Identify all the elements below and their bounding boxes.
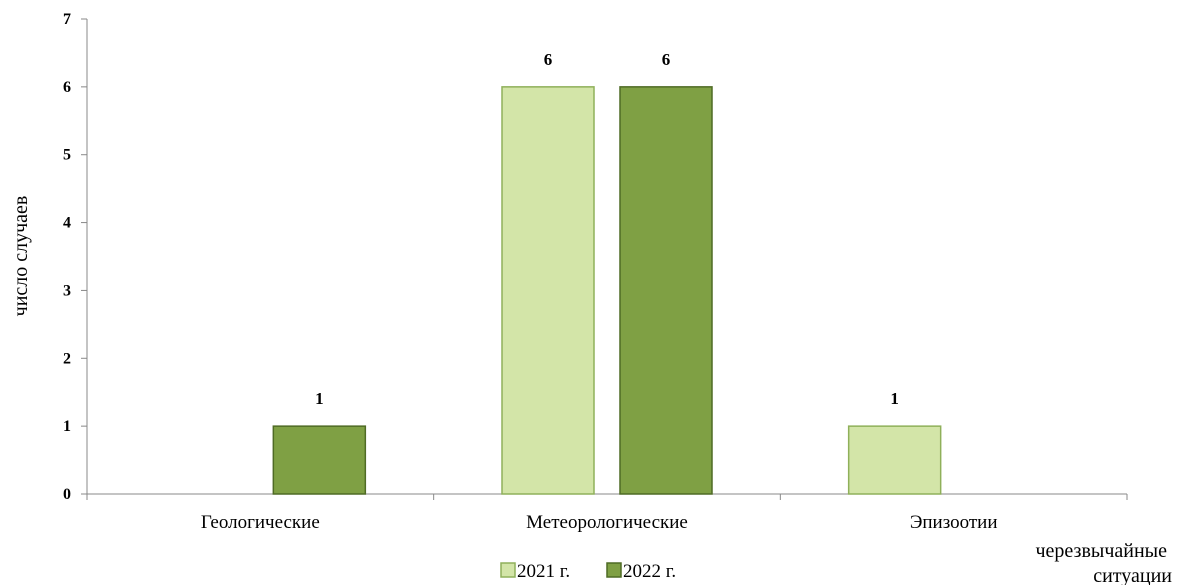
y-tick-label: 6 [63, 79, 71, 96]
y-axis: 0 1 2 3 4 5 6 7 [63, 11, 88, 503]
x-axis-title-line-1: черезвычайные [1036, 540, 1168, 562]
x-category-label: Эпизоотии [910, 512, 998, 533]
data-label: 6 [544, 50, 553, 69]
y-tick-label: 5 [63, 147, 71, 164]
y-tick-label: 2 [63, 350, 71, 367]
legend-swatch-2021 [500, 562, 516, 578]
bar [501, 86, 595, 495]
data-labels: 16 61 [315, 50, 899, 408]
bar [272, 425, 367, 495]
y-axis-title: число случаев [10, 196, 32, 317]
y-tick-label: 3 [63, 282, 71, 299]
data-label: 6 [662, 50, 671, 69]
y-tick-label: 0 [63, 486, 71, 503]
legend-label-2022: 2022 г. [623, 561, 676, 582]
data-label: 1 [315, 389, 324, 408]
legend-swatch-2022 [606, 562, 622, 578]
x-category-label: Геологические [201, 512, 320, 533]
y-tick-label: 4 [63, 215, 71, 232]
legend-label-2021: 2021 г. [517, 561, 570, 582]
x-axis: Геологические Метеорологические Эпизоотии [86, 493, 1128, 533]
legend: 2021 г. 2022 г. [500, 561, 676, 582]
data-label: 1 [890, 389, 899, 408]
y-tick-label: 7 [63, 11, 71, 28]
bars [272, 86, 942, 495]
x-category-label: Метеорологические [526, 512, 688, 533]
bar [619, 86, 713, 495]
x-axis-title: черезвычайные ситуации [1036, 540, 1173, 585]
bar [847, 425, 942, 495]
y-tick-label: 1 [63, 418, 71, 435]
x-axis-title-line-2: ситуации [1093, 565, 1172, 585]
